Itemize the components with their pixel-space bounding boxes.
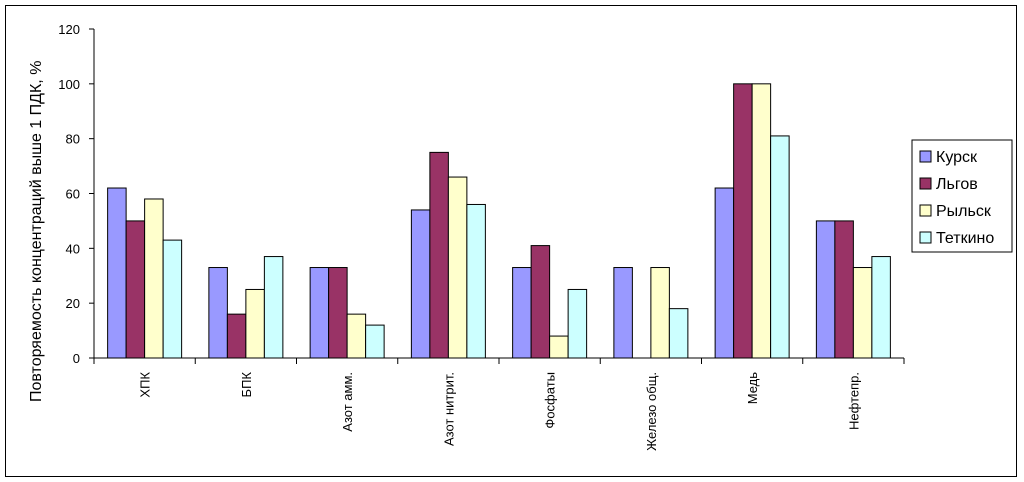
x-tick-label: Азот нитрит. (441, 372, 456, 446)
bar (226, 313, 247, 359)
bar (650, 267, 670, 359)
y-tick-label: 100 (58, 77, 80, 92)
legend-label: Курск (936, 149, 978, 166)
legend-swatch (919, 204, 932, 217)
legend-label: Льгов (936, 176, 978, 193)
x-tick-label: Железо общ. (644, 372, 659, 451)
bar (144, 198, 164, 359)
bar (346, 313, 367, 359)
bar (834, 220, 854, 359)
legend-label: Рыльск (936, 203, 992, 220)
legend-swatch (919, 150, 932, 163)
y-tick-label: 0 (73, 351, 80, 366)
y-axis-label: Повторяемость концентраций выше 1 ПДК, % (28, 61, 45, 402)
x-tick-label: Нефтепр. (846, 372, 861, 430)
bar (770, 135, 790, 359)
bar (429, 151, 449, 359)
bar (162, 239, 183, 359)
bar (613, 267, 633, 359)
axes (89, 28, 905, 364)
bar (751, 83, 772, 359)
bar (447, 176, 468, 359)
x-tick-labels: ХПК БПК Азот амм. Азот нитрит. Фосфаты Железо… (138, 372, 862, 451)
y-tick-label: 120 (58, 22, 80, 37)
bar (733, 83, 753, 359)
y-tick-label: 20 (66, 296, 80, 311)
legend-label: Теткино (936, 230, 994, 247)
bar (852, 267, 873, 359)
bar (512, 267, 532, 359)
x-tick-label: БПК (239, 372, 254, 398)
bar (530, 245, 551, 359)
legend-swatch (919, 231, 932, 244)
bar (668, 308, 689, 359)
bar (871, 256, 891, 359)
bar (549, 335, 569, 359)
x-tick-label: Азот амм. (340, 372, 355, 432)
y-tick-label: 40 (66, 241, 80, 256)
bar (714, 187, 735, 359)
y-tick-labels: 0 20 40 60 80 100 120 (58, 22, 80, 366)
bar (410, 209, 431, 359)
bar (466, 203, 486, 359)
x-tick-label: Фосфаты (543, 372, 558, 429)
y-tick-label: 60 (66, 187, 80, 202)
bar (245, 288, 265, 359)
bar (309, 267, 330, 359)
bar (263, 256, 284, 359)
bar (328, 267, 348, 359)
x-tick-label: Медь (745, 372, 760, 405)
x-tick-label: ХПК (138, 372, 153, 398)
bar (125, 220, 146, 359)
legend-swatch (919, 177, 932, 190)
y-tick-label: 80 (66, 132, 80, 147)
legend: Курск Льгов Рыльск Теткино (911, 139, 1013, 253)
bar (208, 267, 228, 359)
bar (365, 324, 385, 359)
y-axis-label-group: Повторяемость концентраций выше 1 ПДК, % (28, 61, 45, 402)
bar (107, 187, 127, 359)
bar (815, 220, 836, 359)
bar (567, 288, 588, 359)
bars (107, 83, 891, 359)
